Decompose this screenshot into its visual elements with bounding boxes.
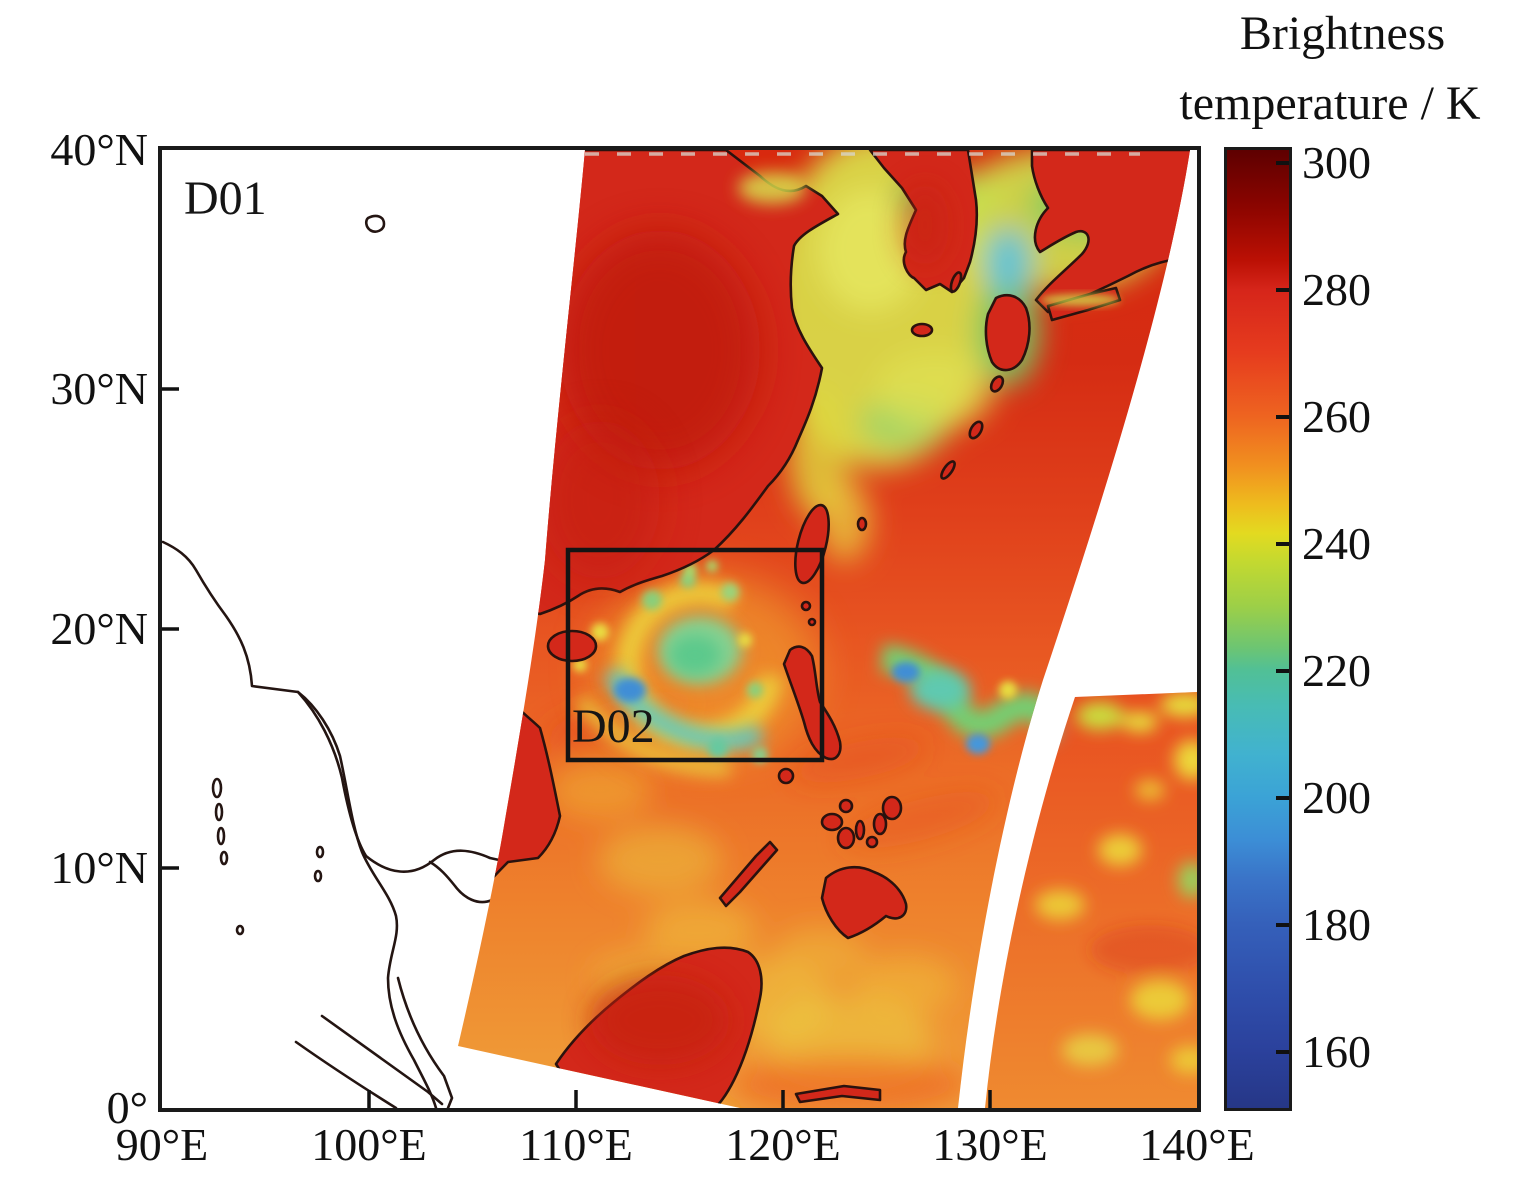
domain-d02-label: D02 xyxy=(572,700,655,753)
visayas-island xyxy=(865,835,879,849)
tsushima-island xyxy=(949,271,963,293)
malay-peninsula-east-coastline xyxy=(396,976,454,1108)
northwest-island xyxy=(364,214,386,233)
x-tick-label-130e: 130°E xyxy=(932,1119,1048,1170)
visayas-island xyxy=(872,812,888,836)
andaman-island xyxy=(214,802,224,822)
colorbar-tick xyxy=(1276,1050,1289,1054)
typhoon-cold-core xyxy=(614,678,646,702)
x-tick-label-120e: 120°E xyxy=(725,1119,841,1170)
x-tick-label-100e: 100°E xyxy=(311,1119,427,1170)
mergui-island xyxy=(315,845,325,859)
luzon-island xyxy=(782,645,842,761)
colorbar-label-220: 220 xyxy=(1302,645,1371,696)
x-tick-label-110e: 110°E xyxy=(519,1119,633,1170)
ryukyu-island xyxy=(940,460,956,480)
colorbar-tick xyxy=(1276,415,1289,419)
x-tick-label-140e: 140°E xyxy=(1139,1119,1255,1170)
seto-inland-sea xyxy=(1040,294,1120,306)
visayas-island xyxy=(820,812,844,832)
y-tick-label-20n: 20°N xyxy=(50,603,148,654)
typhoon-spiral-cloud xyxy=(573,552,820,777)
hainan-island xyxy=(546,629,598,663)
visayas-island xyxy=(838,798,854,814)
kyushu-japan xyxy=(984,294,1031,372)
mindanao-island xyxy=(820,865,908,940)
samar-island xyxy=(881,795,903,821)
indochina-west-coastline xyxy=(162,540,438,1108)
colorbar-label-180: 180 xyxy=(1302,899,1371,950)
colorbar-tick xyxy=(1276,796,1289,800)
jeju-island xyxy=(910,322,934,338)
colorbar-tick xyxy=(1276,288,1289,292)
domain-d02-box xyxy=(565,547,825,763)
gulf-of-thailand-coastline xyxy=(296,690,513,904)
ryukyu-island xyxy=(856,516,868,532)
coastline-outside-swath xyxy=(162,214,533,1108)
map-canvas xyxy=(162,150,1197,1108)
visayas-island xyxy=(836,826,856,850)
palawan-island xyxy=(718,840,779,908)
andaman-island xyxy=(211,777,223,799)
ryukyu-island xyxy=(968,420,984,440)
colorbar-title-line2: temperature / K xyxy=(1179,77,1481,130)
colorbar-label-280: 280 xyxy=(1302,264,1371,315)
small-island xyxy=(235,924,245,936)
colorbar-label-300: 300 xyxy=(1302,137,1371,188)
colorbar-tick xyxy=(1276,161,1289,165)
domain-d01-label: D01 xyxy=(184,172,267,225)
x-tick-label-90e: 90°E xyxy=(115,1119,209,1170)
sulawesi-strip xyxy=(794,1084,882,1104)
colorbar-label-200: 200 xyxy=(1302,772,1371,823)
colorbar-label-160: 160 xyxy=(1302,1026,1371,1077)
honshu-japan xyxy=(1030,150,1190,314)
y-tick-label-0: 0° xyxy=(106,1082,148,1133)
visayas-island xyxy=(854,819,866,841)
sumatra-coastline xyxy=(294,1014,444,1108)
batan-island xyxy=(807,617,817,627)
y-tick-label-40n: 40°N xyxy=(50,124,148,175)
mindoro-island xyxy=(777,767,795,785)
andaman-island xyxy=(219,850,229,866)
y-tick-label-30n: 30°N xyxy=(50,363,148,414)
colorbar-tick xyxy=(1276,542,1289,546)
bohai-bay-clouds xyxy=(738,172,806,204)
colorbar-label-240: 240 xyxy=(1302,518,1371,569)
colorbar-tick xyxy=(1276,923,1289,927)
y-tick-label-10n: 10°N xyxy=(50,842,148,893)
second-swath-texture xyxy=(1020,693,1197,1074)
axis-tick-marks xyxy=(162,387,992,1108)
taiwan-island xyxy=(794,503,830,585)
andaman-island xyxy=(216,826,226,846)
ryukyu-island xyxy=(989,375,1005,393)
land-interior-shading xyxy=(540,172,1120,1065)
batan-island xyxy=(800,600,812,612)
colorbar xyxy=(1224,147,1292,1111)
colorbar-title-line1: Brightness xyxy=(1239,7,1446,60)
mergui-island xyxy=(313,869,323,883)
map-plot-area: D01 D02 xyxy=(158,146,1201,1112)
colorbar-tick xyxy=(1276,669,1289,673)
colorbar-label-260: 260 xyxy=(1302,391,1371,442)
